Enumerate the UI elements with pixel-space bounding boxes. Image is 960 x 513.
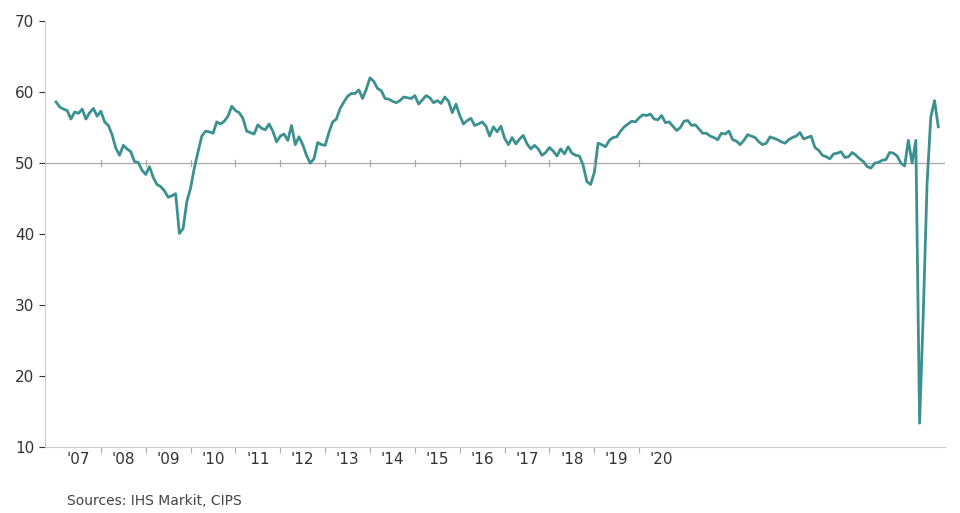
Text: Sources: IHS Markit, CIPS: Sources: IHS Markit, CIPS — [67, 494, 242, 508]
